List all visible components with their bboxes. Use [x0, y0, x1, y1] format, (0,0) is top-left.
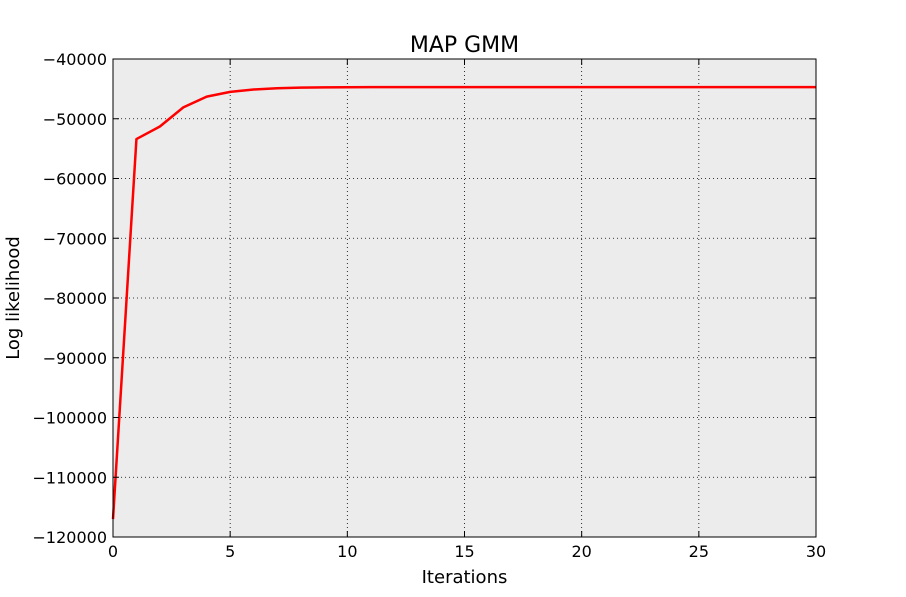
y-tick-label: −110000	[33, 468, 107, 487]
x-tick-label: 30	[806, 542, 826, 561]
series-layer	[111, 85, 816, 520]
x-tick-label: 5	[225, 542, 235, 561]
y-tick-label: −50000	[43, 110, 107, 129]
x-tick-label: 25	[689, 542, 709, 561]
y-tick-label: −120000	[33, 528, 107, 547]
y-tick-label: −100000	[33, 409, 107, 428]
plot-area	[113, 59, 816, 537]
x-tick-label: 10	[337, 542, 357, 561]
y-tick-label: −70000	[43, 229, 107, 248]
y-tick-label: −90000	[43, 349, 107, 368]
ticks: 0 5 10 15 20 25 30 −40000 −50000 −60000 −70000 −800…	[33, 50, 827, 561]
y-tick-label: −80000	[43, 289, 107, 308]
y-axis-label: Log likelihood	[3, 236, 24, 360]
chart-title: MAP GMM	[410, 33, 519, 58]
series-line	[111, 85, 816, 520]
x-tick-label: 0	[108, 542, 118, 561]
x-tick-label: 20	[571, 542, 591, 561]
y-tick-label: −60000	[43, 170, 107, 189]
y-tick-label: −40000	[43, 50, 107, 69]
x-axis-label: Iterations	[422, 567, 508, 588]
x-tick-label: 15	[454, 542, 474, 561]
